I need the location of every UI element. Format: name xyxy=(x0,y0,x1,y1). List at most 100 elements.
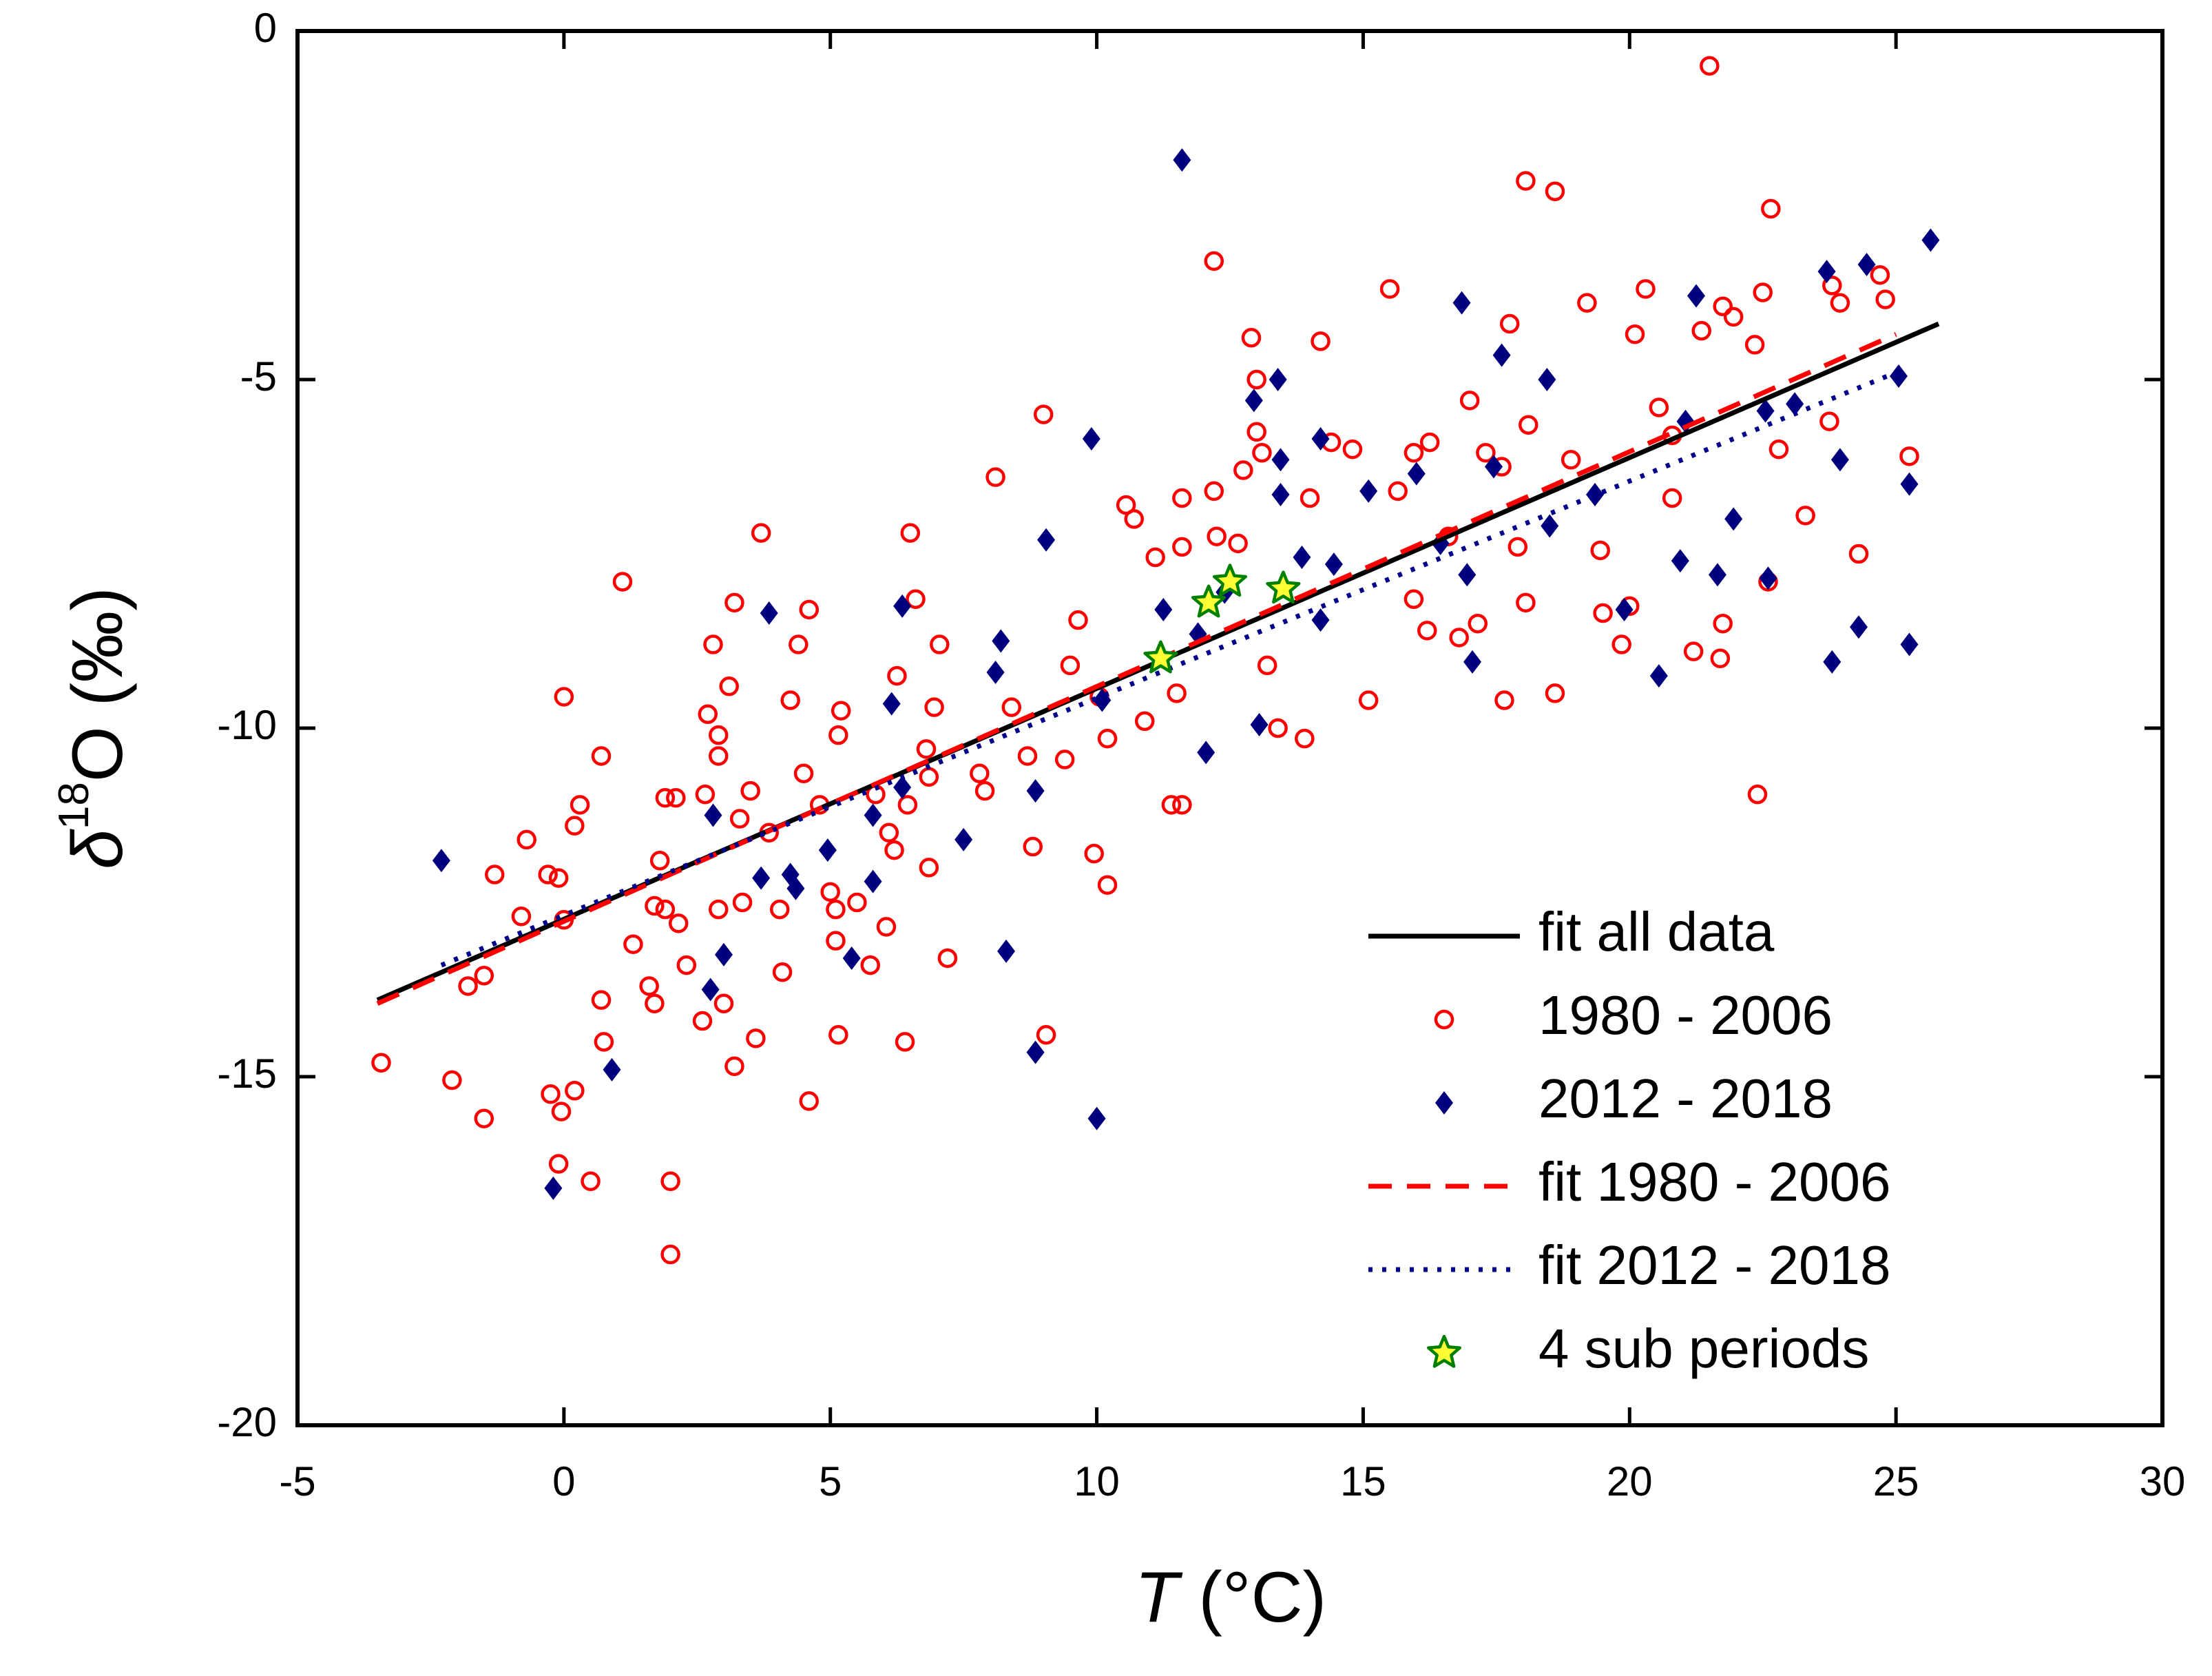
data-point xyxy=(752,866,771,890)
data-point xyxy=(666,787,686,808)
data-point xyxy=(612,572,633,592)
data-point xyxy=(565,816,585,836)
data-point xyxy=(1097,728,1118,749)
data-point xyxy=(1636,279,1656,299)
data-point xyxy=(1691,320,1711,341)
data-point xyxy=(1700,56,1720,76)
data-point xyxy=(789,634,808,654)
legend-label: 4 sub periods xyxy=(1538,1318,1869,1379)
data-point xyxy=(729,809,750,829)
data-point xyxy=(655,899,676,920)
data-point xyxy=(1033,404,1054,424)
data-point xyxy=(1519,415,1538,435)
data-point xyxy=(1541,514,1559,538)
data-point xyxy=(551,1101,572,1121)
data-point xyxy=(826,931,846,951)
data-point xyxy=(1899,446,1919,466)
data-point xyxy=(591,990,612,1010)
data-point xyxy=(879,823,899,843)
y-label-rest: O (‰) xyxy=(58,587,138,782)
data-point xyxy=(930,634,950,654)
data-point xyxy=(1545,683,1565,703)
data-point xyxy=(887,665,907,686)
data-point xyxy=(1817,260,1836,284)
data-point xyxy=(1756,399,1775,423)
data-point xyxy=(1233,460,1253,480)
data-point xyxy=(458,976,478,996)
data-point xyxy=(1545,181,1565,202)
data-point xyxy=(1786,392,1804,416)
data-point xyxy=(1870,265,1890,285)
data-point xyxy=(1875,289,1895,309)
data-point xyxy=(474,1108,494,1128)
y-label-superscript: 18 xyxy=(50,782,98,829)
data-point xyxy=(1561,450,1581,470)
x-tick-label: 10 xyxy=(1074,1458,1120,1504)
data-point xyxy=(997,939,1016,963)
data-point xyxy=(1026,779,1045,803)
data-point xyxy=(732,892,753,913)
data-point xyxy=(474,966,494,986)
data-point xyxy=(603,1057,621,1082)
data-point xyxy=(1795,506,1815,526)
data-point xyxy=(1484,455,1503,479)
data-point xyxy=(704,803,722,827)
data-point xyxy=(1172,795,1192,815)
data-point xyxy=(1649,664,1668,688)
data-point xyxy=(660,1171,680,1192)
data-point xyxy=(799,599,820,620)
data-point xyxy=(1324,552,1343,577)
data-point xyxy=(701,977,720,1002)
data-point xyxy=(541,1084,561,1104)
data-point xyxy=(1017,746,1038,766)
data-point xyxy=(1246,422,1266,442)
data-point xyxy=(538,865,558,884)
x-label-unit: (°C) xyxy=(1178,1558,1326,1637)
data-point xyxy=(1499,313,1520,334)
data-point xyxy=(1747,784,1768,805)
data-point xyxy=(1060,655,1081,676)
data-point xyxy=(1300,488,1320,508)
data-point xyxy=(1463,650,1482,674)
data-point xyxy=(740,780,760,801)
data-point xyxy=(895,1032,915,1052)
data-point xyxy=(1830,448,1849,472)
data-point xyxy=(1342,439,1363,459)
data-point xyxy=(1900,472,1919,496)
data-point xyxy=(828,1025,848,1045)
data-point xyxy=(1492,343,1511,367)
legend-marker xyxy=(1434,1009,1454,1030)
data-point xyxy=(985,467,1005,487)
data-point xyxy=(1404,589,1424,610)
data-point xyxy=(708,899,729,920)
legend-marker xyxy=(1435,1091,1453,1115)
data-point xyxy=(1172,537,1192,557)
data-point xyxy=(1271,448,1290,472)
data-point xyxy=(1134,711,1155,732)
data-point xyxy=(847,892,867,913)
data-point xyxy=(1269,368,1287,391)
data-point xyxy=(1417,621,1437,641)
data-point xyxy=(769,899,790,920)
data-point xyxy=(1143,640,1178,674)
data-point xyxy=(649,851,670,871)
data-point xyxy=(708,725,729,745)
data-point xyxy=(623,934,643,954)
data-point xyxy=(1848,544,1869,564)
data-point xyxy=(906,589,926,610)
data-point xyxy=(511,906,532,927)
data-point xyxy=(1516,592,1536,613)
data-point xyxy=(517,829,536,850)
data-point xyxy=(882,692,901,716)
data-point xyxy=(1161,795,1182,815)
data-point xyxy=(893,594,912,618)
data-point xyxy=(1257,655,1277,676)
data-point xyxy=(1419,432,1440,453)
data-point xyxy=(1054,749,1075,769)
data-point xyxy=(1819,411,1839,431)
data-point xyxy=(1212,563,1248,597)
data-point xyxy=(1172,488,1192,508)
data-point xyxy=(1228,533,1248,554)
data-point xyxy=(831,701,851,721)
